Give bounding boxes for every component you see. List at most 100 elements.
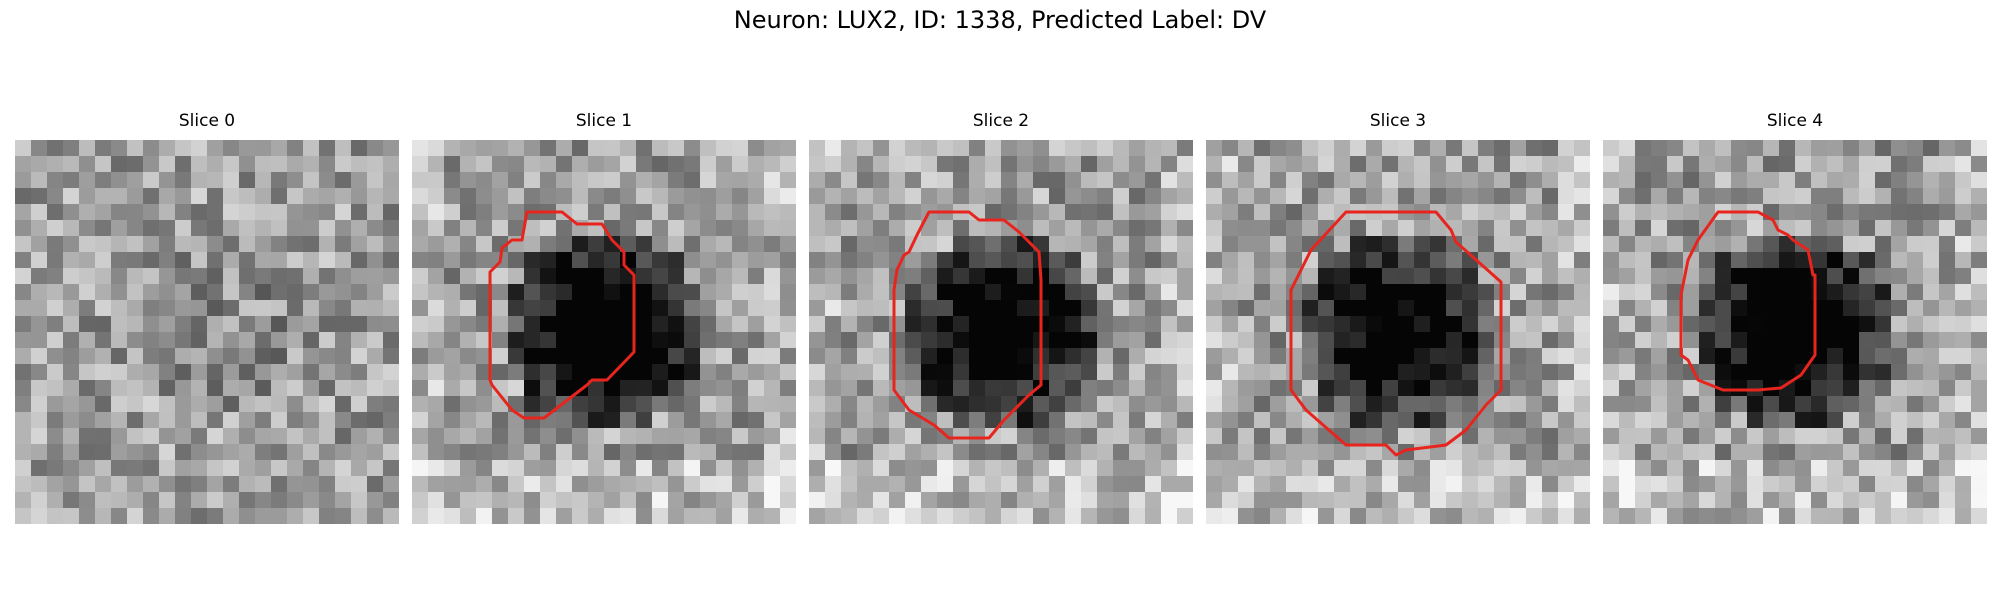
pixel-cell <box>905 332 922 349</box>
pixel-cell <box>572 476 589 493</box>
pixel-cell <box>1161 364 1178 381</box>
pixel-cell <box>1286 220 1303 237</box>
pixel-cell <box>1574 364 1590 381</box>
pixel-cell <box>175 140 192 157</box>
pixel-cell <box>207 380 224 397</box>
pixel-cell <box>1462 492 1479 509</box>
pixel-cell <box>175 380 192 397</box>
pixel-cell <box>1334 396 1351 413</box>
pixel-cell <box>1955 332 1972 349</box>
pixel-cell <box>1542 476 1559 493</box>
pixel-cell <box>1129 492 1146 509</box>
pixel-cell <box>63 236 80 253</box>
pixel-cell <box>1859 508 1876 524</box>
pixel-cell <box>684 508 701 524</box>
pixel-cell <box>1603 508 1620 524</box>
pixel-cell <box>1001 476 1018 493</box>
pixel-cell <box>1891 204 1908 221</box>
pixel-cell <box>15 236 32 253</box>
pixel-cell <box>1667 396 1684 413</box>
pixel-cell <box>572 204 589 221</box>
pixel-cell <box>1398 428 1415 445</box>
pixel-cell <box>492 364 509 381</box>
pixel-cell <box>1177 284 1193 301</box>
pixel-cell <box>31 476 48 493</box>
pixel-cell <box>1430 284 1447 301</box>
pixel-cell <box>588 412 605 429</box>
pixel-cell <box>351 204 368 221</box>
pixel-cell <box>1574 428 1590 445</box>
pixel-cell <box>953 220 970 237</box>
pixel-cell <box>1206 332 1223 349</box>
pixel-cell <box>764 268 781 285</box>
pixel-cell <box>1446 268 1463 285</box>
pixel-cell <box>1270 284 1287 301</box>
pixel-cell <box>239 172 256 189</box>
pixel-cell <box>1699 236 1716 253</box>
pixel-cell <box>255 188 272 205</box>
pixel-cell <box>1129 476 1146 493</box>
pixel-cell <box>1033 140 1050 157</box>
pixel-cell <box>1843 364 1860 381</box>
pixel-cell <box>985 220 1002 237</box>
pixel-cell <box>1907 220 1924 237</box>
pixel-cell <box>1558 252 1575 269</box>
pixel-cell <box>780 508 796 524</box>
pixel-cell <box>1526 412 1543 429</box>
pixel-cell <box>1238 508 1255 524</box>
pixel-cell <box>809 172 826 189</box>
pixel-cell <box>969 444 986 461</box>
pixel-cell <box>1206 268 1223 285</box>
pixel-cell <box>15 220 32 237</box>
pixel-cell <box>239 364 256 381</box>
pixel-cell <box>1811 252 1828 269</box>
pixel-cell <box>159 204 176 221</box>
pixel-cell <box>921 380 938 397</box>
pixel-cell <box>1334 380 1351 397</box>
pixel-cell <box>143 508 160 524</box>
pixel-cell <box>1635 172 1652 189</box>
pixel-cell <box>1843 428 1860 445</box>
pixel-cell <box>1939 476 1956 493</box>
pixel-cell <box>809 460 826 477</box>
pixel-cell <box>79 508 96 524</box>
pixel-cell <box>460 428 477 445</box>
pixel-cell <box>953 284 970 301</box>
pixel-cell <box>1334 444 1351 461</box>
pixel-cell <box>716 396 733 413</box>
pixel-cell <box>889 284 906 301</box>
pixel-cell <box>1238 220 1255 237</box>
pixel-cell <box>604 348 621 365</box>
pixel-cell <box>921 492 938 509</box>
pixel-cell <box>1558 316 1575 333</box>
pixel-cell <box>1318 316 1335 333</box>
pixel-cell <box>1222 252 1239 269</box>
pixel-cell <box>47 156 64 173</box>
pixel-cell <box>1350 348 1367 365</box>
panel-slice-1: Slice 1 <box>412 110 796 524</box>
pixel-cell <box>271 220 288 237</box>
pixel-cell <box>1254 364 1271 381</box>
pixel-cell <box>572 492 589 509</box>
pixel-cell <box>1651 252 1668 269</box>
pixel-cell <box>1161 220 1178 237</box>
pixel-cell <box>889 428 906 445</box>
pixel-cell <box>1859 412 1876 429</box>
pixel-cell <box>1667 220 1684 237</box>
pixel-cell <box>889 220 906 237</box>
pixel-cell <box>383 156 399 173</box>
pixel-cell <box>79 316 96 333</box>
pixel-cell <box>1462 236 1479 253</box>
pixel-cell <box>508 476 525 493</box>
pixel-cell <box>1795 140 1812 157</box>
pixel-cell <box>1827 412 1844 429</box>
pixel-cell <box>1001 380 1018 397</box>
pixel-cell <box>63 316 80 333</box>
pixel-cell <box>540 396 557 413</box>
pixel-cell <box>1334 364 1351 381</box>
pixel-cell <box>780 252 796 269</box>
pixel-cell <box>1270 252 1287 269</box>
pixel-cell <box>1795 428 1812 445</box>
pixel-cell <box>764 444 781 461</box>
pixel-cell <box>1382 252 1399 269</box>
